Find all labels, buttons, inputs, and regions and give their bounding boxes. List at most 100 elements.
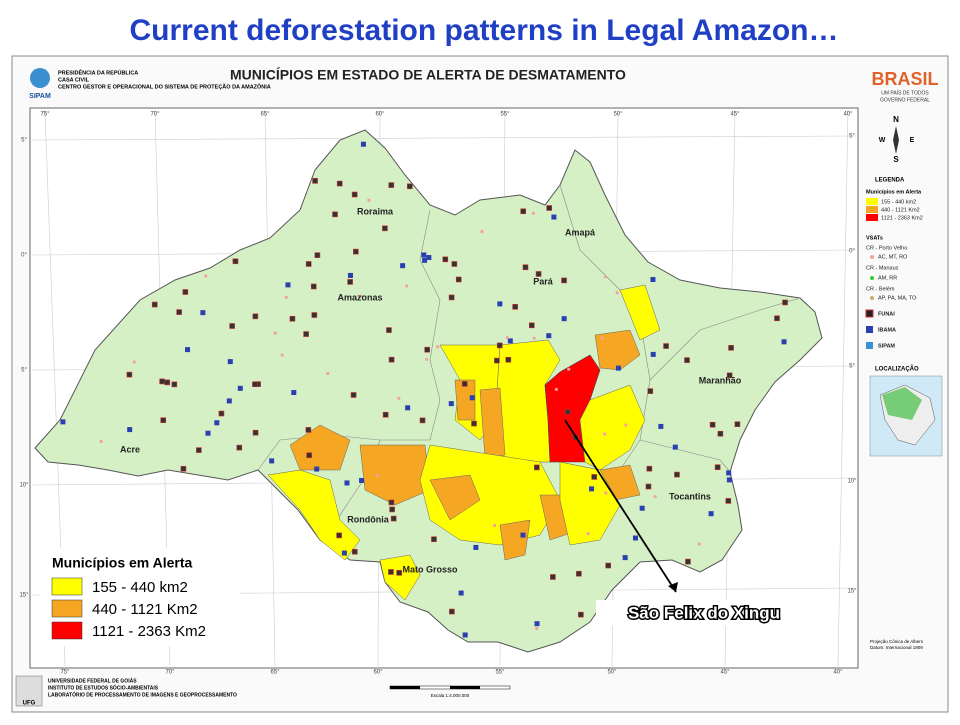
funai-marker: [182, 289, 189, 295]
vsat-marker: [284, 295, 288, 299]
funai-marker: [431, 536, 437, 543]
sipam-text: SIPAM: [29, 93, 51, 100]
ibama-marker: [650, 277, 656, 283]
side-label: AC, MT, RO: [878, 254, 908, 260]
ibama-marker: [462, 632, 468, 638]
sipam-icon: [866, 342, 873, 349]
funai-marker: [449, 608, 455, 615]
funai-marker: [252, 313, 259, 320]
latitude-label: 5°: [849, 364, 855, 370]
latitude-label: 5°: [21, 138, 27, 144]
vsat-marker: [531, 211, 536, 215]
ufg-logo: [15, 675, 43, 707]
funai-marker: [451, 261, 458, 267]
state-label: Roraima: [357, 206, 394, 216]
ibama-marker: [458, 590, 464, 596]
funai-marker: [396, 570, 402, 576]
vsat-marker: [604, 491, 608, 495]
side-legend-subtitle: Municípios em Alerta: [866, 189, 922, 195]
vsat-dot: [870, 276, 874, 280]
ibama-marker: [214, 420, 220, 426]
funai-marker: [685, 558, 691, 565]
funai-marker: [305, 261, 312, 267]
deforestation-patches: [267, 284, 661, 601]
annotation-box: [596, 600, 812, 626]
funai-marker: [159, 378, 165, 385]
funai-marker: [218, 410, 225, 417]
longitude-label: 40°: [843, 112, 853, 118]
compass: W: [879, 137, 886, 144]
ibama-marker: [658, 423, 664, 429]
vsat-marker: [375, 473, 379, 477]
vsat-marker: [624, 423, 628, 427]
ibama-marker: [672, 444, 678, 450]
footer-line: INSTITUTO DE ESTUDOS SÓCIO-AMBIENTAIS: [48, 683, 159, 691]
ibama-marker: [185, 347, 191, 353]
ibama-icon: [866, 326, 873, 333]
ibama-marker: [360, 141, 366, 147]
header-line: CENTRO GESTOR E OPERACIONAL DO SISTEMA D…: [58, 82, 271, 90]
funai-marker: [390, 515, 397, 522]
scale-bar-seg: [390, 686, 420, 689]
funai-marker: [709, 421, 716, 428]
side-label: AM, RR: [878, 275, 897, 281]
brasil-logo: BRASIL: [872, 69, 939, 89]
longitude-label: 75°: [60, 670, 70, 676]
longitude-label: 60°: [373, 670, 383, 676]
latitude-label: 0°: [21, 253, 27, 259]
funai-marker: [520, 208, 527, 215]
vsat-marker: [280, 353, 284, 357]
ibama-marker: [781, 339, 787, 345]
funai-marker: [336, 180, 343, 187]
funai-marker: [388, 569, 394, 575]
compass: N: [893, 115, 899, 124]
longitude-label: 55°: [500, 112, 510, 118]
ibama-marker: [469, 395, 475, 401]
funai-marker: [176, 309, 182, 315]
vsat-marker: [586, 532, 590, 536]
funai-marker: [734, 421, 741, 428]
ibama-marker: [237, 385, 243, 391]
longitude-label: 50°: [613, 112, 623, 118]
ibama-marker: [205, 430, 211, 436]
funai-marker: [546, 205, 553, 211]
projection: Projeção Cônica de Albers: [870, 639, 924, 644]
funai-marker: [347, 279, 353, 285]
funai-marker: [389, 506, 395, 513]
ibama-marker: [534, 621, 540, 627]
vsat-marker: [532, 336, 536, 340]
funai-marker: [725, 498, 732, 504]
ibama-marker: [561, 316, 567, 322]
vsat-marker: [436, 345, 440, 349]
ibama-marker: [347, 272, 353, 278]
funai-marker: [576, 570, 582, 577]
funai-marker: [196, 447, 202, 453]
longitude-label: 65°: [260, 112, 270, 118]
funai-marker: [289, 315, 296, 322]
funai-marker: [312, 178, 318, 184]
side-label: CR - Manaus: [866, 265, 899, 271]
funai-marker: [388, 499, 395, 506]
vsat-marker: [367, 198, 371, 202]
funai-marker: [528, 322, 535, 329]
vsat-dot: [870, 255, 874, 259]
funai-marker: [550, 574, 556, 580]
ibama-marker: [341, 550, 347, 556]
legend-label: 440 - 1121 Km2: [92, 601, 198, 618]
funai-marker: [645, 483, 652, 490]
longitude-label: 45°: [720, 670, 730, 676]
funai-marker: [353, 248, 359, 255]
funai-marker: [424, 346, 431, 353]
side-swatch: [866, 198, 878, 205]
latitude-label: 15°: [19, 593, 29, 599]
funai-marker: [442, 256, 449, 263]
vsat-marker: [535, 626, 539, 631]
funai-marker: [663, 343, 669, 349]
brasil-sub: GOVERNO FEDERAL: [880, 97, 930, 103]
vsat-marker: [360, 294, 364, 298]
side-swatch: [866, 206, 878, 213]
ibama-marker: [405, 405, 411, 411]
funai-marker: [252, 381, 258, 388]
longitude-label: 70°: [165, 670, 175, 676]
funai-marker: [151, 301, 158, 308]
